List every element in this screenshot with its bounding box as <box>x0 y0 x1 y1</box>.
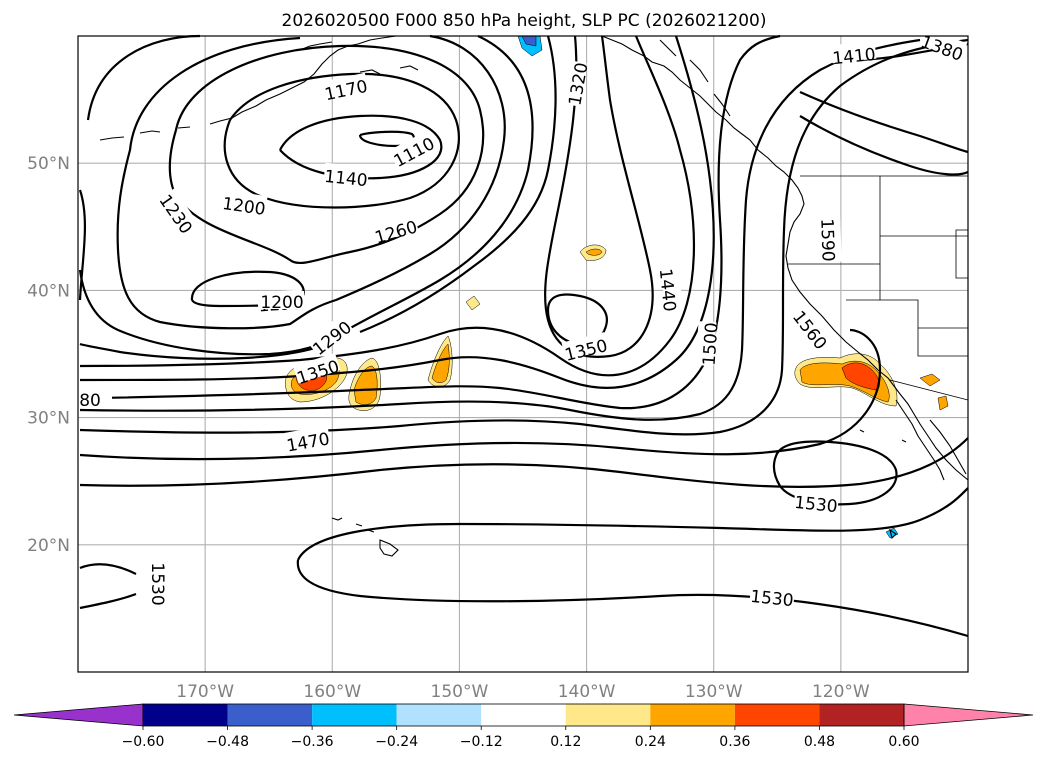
contour-label-bg <box>388 130 436 167</box>
contour-label-bg <box>153 562 171 606</box>
longitude-labels: 170°W 160°W 150°W 140°W 130°W 120°W <box>176 682 870 702</box>
contour-label-bg <box>830 40 877 64</box>
contour-label-bg <box>371 213 419 243</box>
colorbar-segment <box>481 704 566 726</box>
contour-label-text: 1140 <box>323 167 368 191</box>
map-area <box>78 36 968 672</box>
longitude-label: 120°W <box>812 682 870 702</box>
contour-label-bg <box>68 387 112 405</box>
contour-label-bg <box>306 314 353 356</box>
colorbar-tick-label: 0.12 <box>550 734 581 750</box>
colorbar-segment <box>396 704 482 726</box>
contour-label-bg <box>561 332 609 361</box>
colorbar-segment <box>650 704 735 726</box>
contour-label-text: 1500 <box>700 322 723 367</box>
contour-label-bg <box>159 188 200 235</box>
contour-label-bg <box>221 190 268 215</box>
colorbar-tick-label: 0.36 <box>719 734 750 750</box>
contour-label: 1320 <box>561 60 593 107</box>
colorbar-tick-label: 0.48 <box>804 734 835 750</box>
positive-anomaly-patch <box>353 365 378 405</box>
colorbar-segment <box>227 704 313 726</box>
contour-label: 1530 <box>147 562 171 606</box>
contour-label-text: 1530 <box>147 562 167 605</box>
contour-label-bg <box>323 162 370 186</box>
longitude-label: 150°W <box>431 682 489 702</box>
contour-label-text: 80 <box>79 391 101 411</box>
contour-label: 1590 <box>816 217 842 263</box>
map-frame <box>77 35 969 673</box>
colorbar-segment <box>143 704 228 726</box>
contour-label-text: 1590 <box>816 218 837 262</box>
colorbar-tick-label: −0.12 <box>460 734 503 750</box>
contour-label: 1140 <box>323 162 370 191</box>
positive-anomaly-patch <box>919 373 941 387</box>
contour-label: 80 <box>68 387 112 411</box>
colorbar-segment <box>734 704 820 726</box>
colorbar-extend-min <box>13 703 144 727</box>
colorbar-tick-label: −0.36 <box>291 734 334 750</box>
colorbar-extend-max <box>903 703 1034 727</box>
contour-label-text: 1440 <box>655 268 679 313</box>
contour-label: 1530 <box>793 488 840 517</box>
colorbar-frame <box>142 703 905 727</box>
longitude-label: 160°W <box>303 682 361 702</box>
longitude-label: 140°W <box>558 682 616 702</box>
contour-label: 1410 <box>830 40 877 69</box>
contour-label-bg <box>260 291 304 309</box>
contour-label-text: 1530 <box>749 587 794 611</box>
contour-label-text: 1410 <box>832 45 877 69</box>
contour-label-bg <box>749 582 796 606</box>
positive-anomaly-patch <box>465 295 481 311</box>
contour-label: 1440 <box>655 266 684 313</box>
contour-label-bg <box>822 217 842 263</box>
contour-label-bg <box>792 304 834 351</box>
contour-label-bg <box>695 321 717 367</box>
contour-label-bg <box>561 60 587 107</box>
latitude-label: 50°N <box>27 154 70 174</box>
map-title: 2026020500 F000 850 hPa height, SLP PC (… <box>282 11 767 31</box>
coastlines <box>99 35 969 557</box>
latitude-label: 40°N <box>27 281 70 301</box>
contour-label-text: 1530 <box>793 493 838 517</box>
longitude-label: 130°W <box>685 682 743 702</box>
positive-anomaly-patch <box>431 343 450 383</box>
colorbar-segment <box>819 704 904 726</box>
colorbar-tick-label: −0.24 <box>375 734 418 750</box>
height-contours <box>78 34 969 638</box>
contour-label: 1500 <box>695 321 723 367</box>
contour-label-bg <box>793 488 840 512</box>
slp-anomaly-shading <box>285 35 949 539</box>
latitude-label: 30°N <box>27 409 70 429</box>
colorbar-tick-label: −0.48 <box>206 734 249 750</box>
contour-label-bg <box>321 72 369 100</box>
contour-label-bg <box>284 425 331 451</box>
contour-label-text: 1200 <box>260 293 303 313</box>
latitude-label: 20°N <box>27 536 70 556</box>
colorbar-tick-label: 0.60 <box>888 734 919 750</box>
contour-label: 1200 <box>221 190 268 220</box>
positive-anomaly-patch <box>937 395 949 411</box>
contour-label: 1200 <box>260 291 304 313</box>
latitude-labels: 50°N 40°N 30°N 20°N <box>27 154 70 556</box>
colorbar-segment <box>565 704 651 726</box>
colorbar-tick-label: −0.60 <box>122 734 165 750</box>
positive-anomaly-patch <box>585 248 603 256</box>
contour-label-bg <box>293 352 341 384</box>
longitude-label: 170°W <box>176 682 234 702</box>
colorbar: −0.60 −0.48 −0.36 −0.24 −0.12 0.12 0.24 0.36 0.4… <box>13 703 1034 750</box>
contour-label: 1530 <box>749 582 796 611</box>
colorbar-segment <box>312 704 397 726</box>
contour-label-bg <box>660 266 684 313</box>
colorbar-tick-label: 0.24 <box>635 734 666 750</box>
